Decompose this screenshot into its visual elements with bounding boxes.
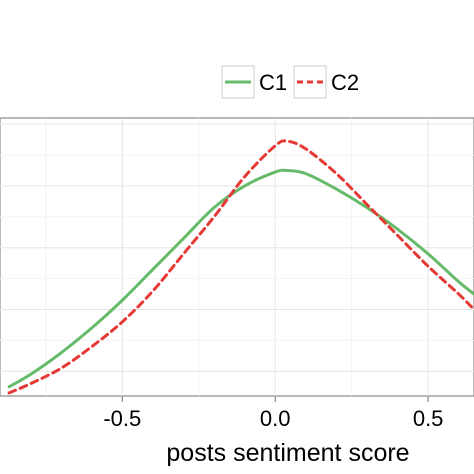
series-group — [7, 139, 474, 395]
x-axis-title: posts sentiment score — [166, 439, 409, 467]
x-tick-label: 0.5 — [413, 406, 444, 431]
plot-panel — [0, 117, 474, 397]
series-line-c2 — [7, 139, 474, 395]
x-axis: -0.5 0.0 0.5 — [103, 396, 443, 431]
legend: C1 C2 — [221, 65, 359, 99]
series-line-c1 — [7, 168, 474, 389]
x-tick-label: 0.0 — [260, 406, 291, 431]
grid — [0, 118, 474, 396]
legend-label-c1: C1 — [259, 70, 287, 95]
legend-label-c2: C2 — [331, 70, 359, 95]
x-tick-label: -0.5 — [103, 406, 141, 431]
